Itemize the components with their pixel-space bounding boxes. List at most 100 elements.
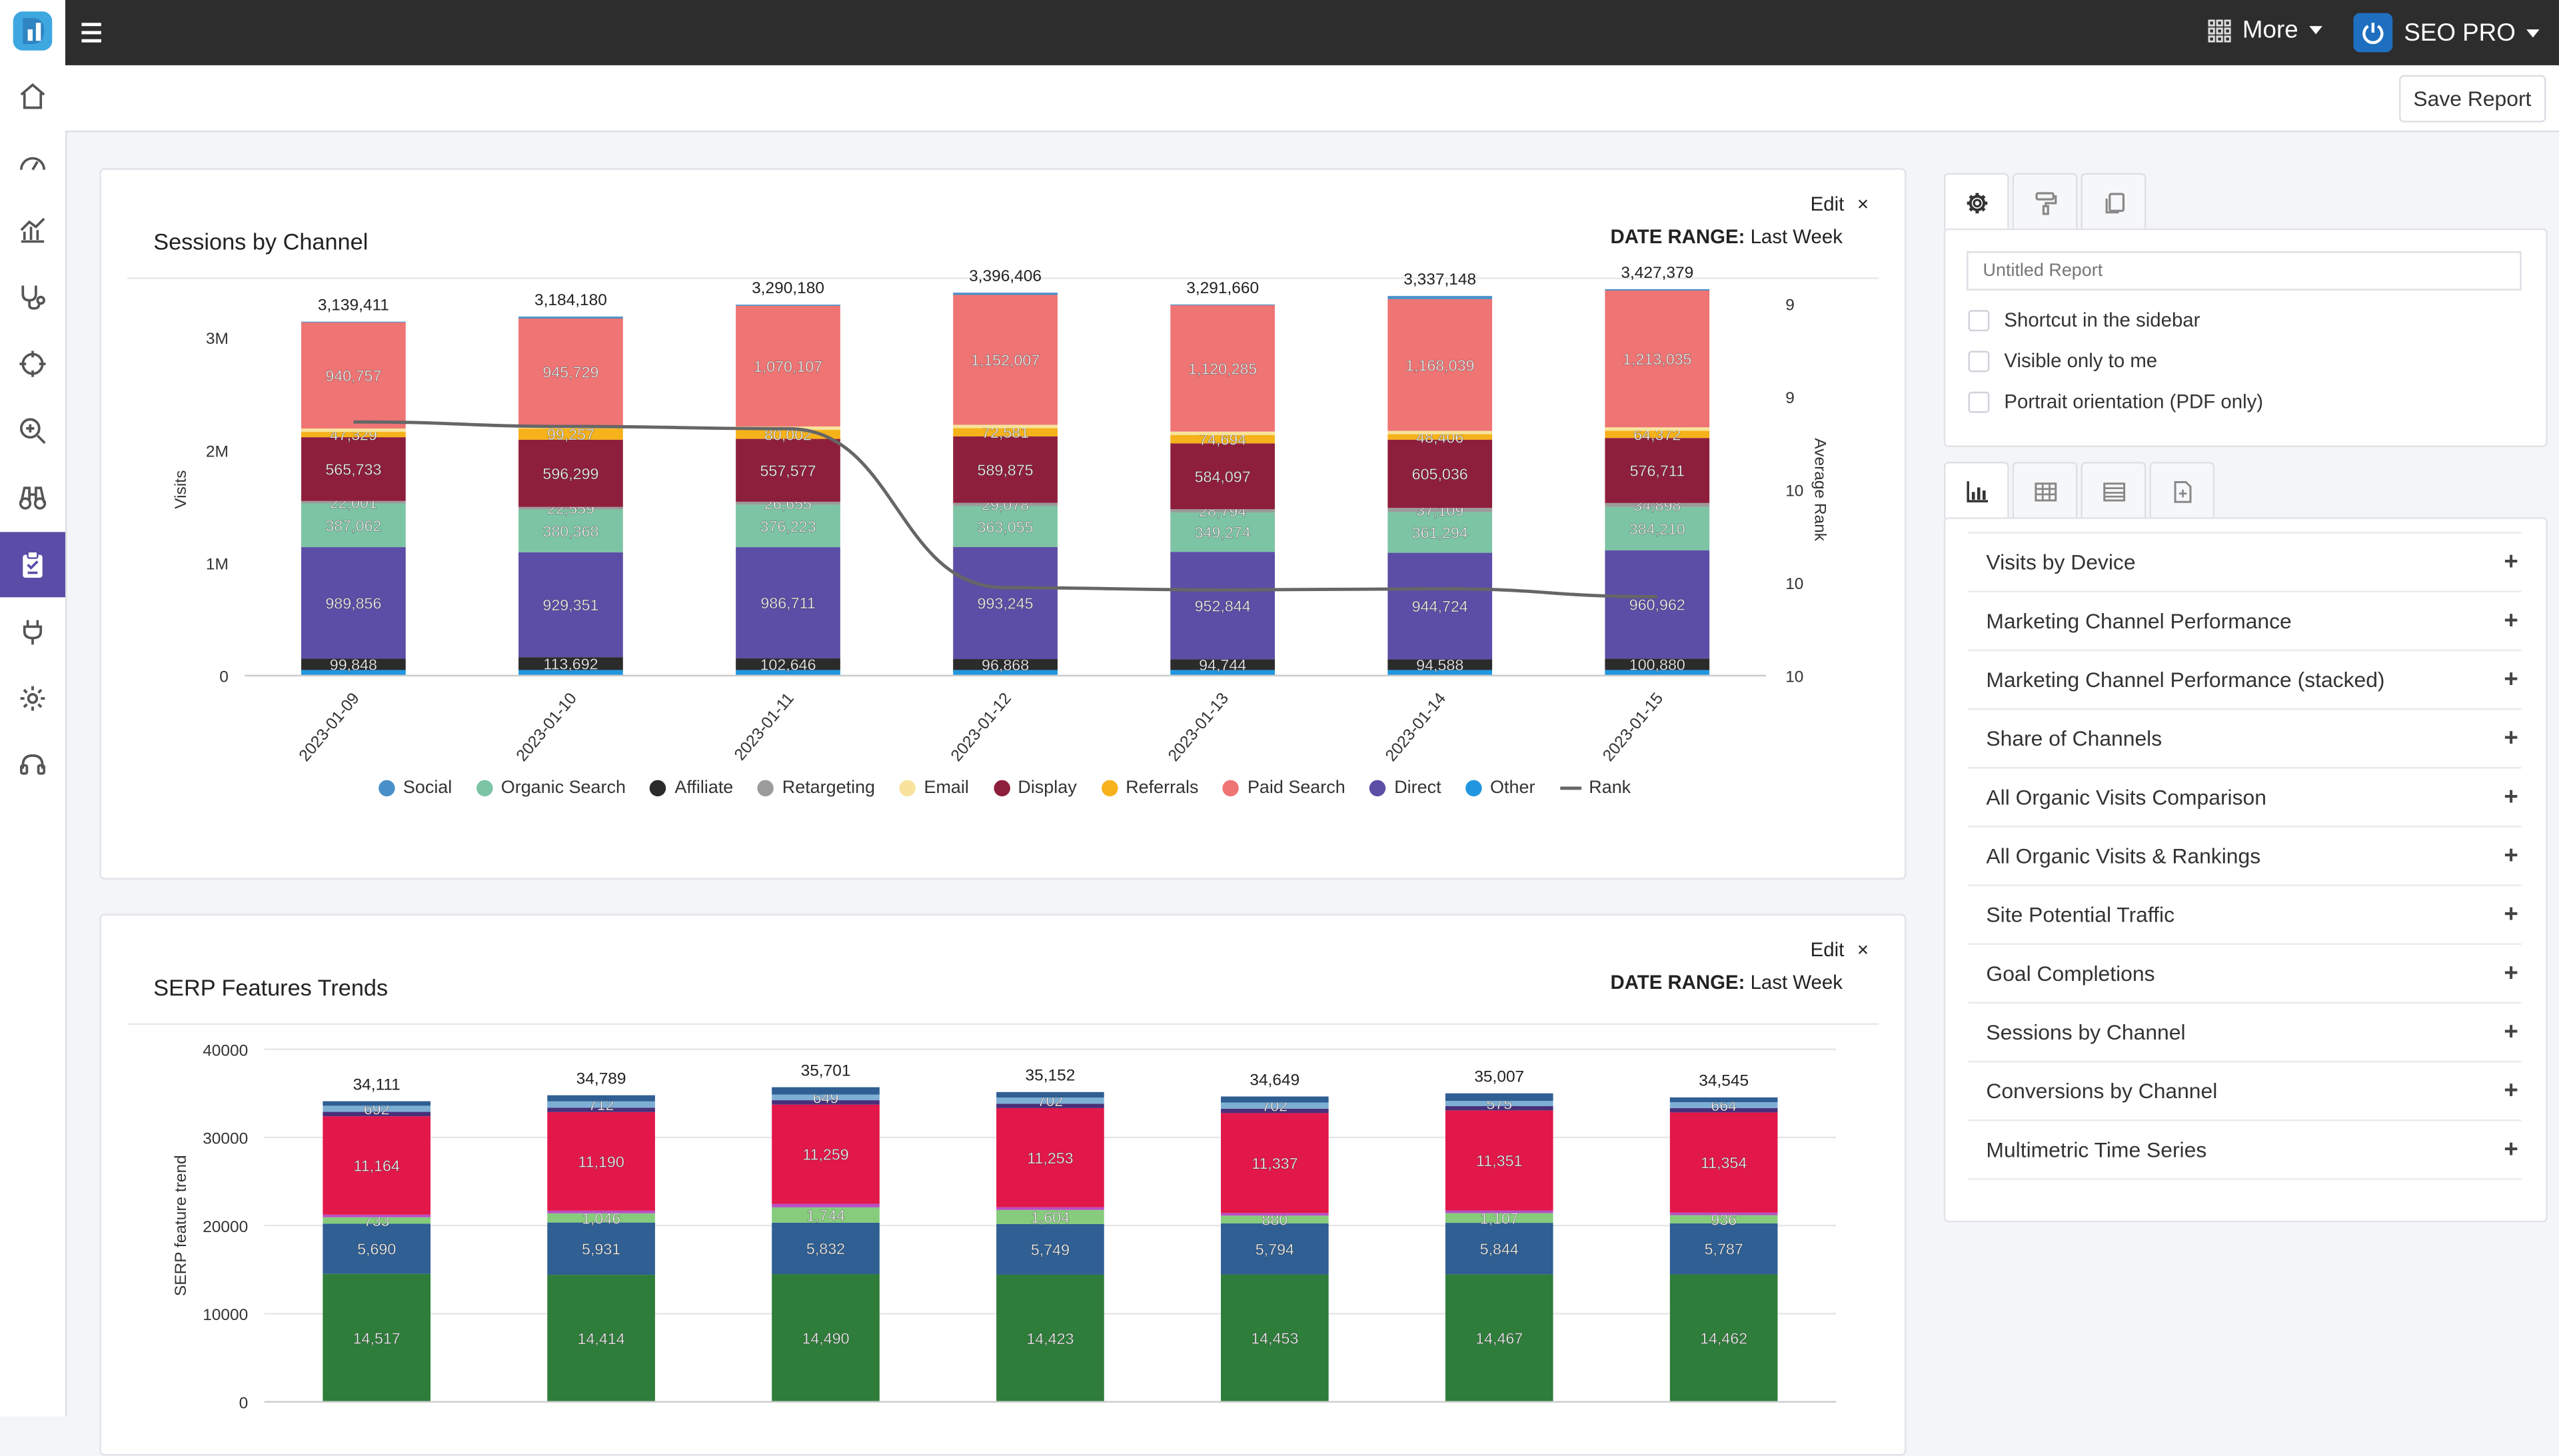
nav-settings[interactable]	[0, 666, 65, 731]
nav-analytics[interactable]	[0, 197, 65, 263]
widget-library-item[interactable]: Marketing Channel Performance (stacked) +	[1968, 651, 2522, 710]
add-widget-icon[interactable]: +	[2504, 842, 2518, 870]
add-widget-icon[interactable]: +	[2504, 548, 2518, 576]
bar-segment	[301, 432, 406, 438]
menu-toggle-icon[interactable]	[81, 19, 101, 45]
option-portrait[interactable]: Portrait orientation (PDF only)	[1968, 390, 2263, 413]
widget-library-item[interactable]: Multimetric Time Series +	[1968, 1121, 2522, 1180]
legend-item[interactable]: Social	[379, 778, 452, 798]
option-shortcut[interactable]: Shortcut in the sidebar	[1968, 309, 2200, 331]
add-widget-icon[interactable]: +	[2504, 724, 2518, 752]
data-label: 349,274	[1195, 524, 1251, 541]
total-label: 35,152	[1026, 1067, 1076, 1085]
bar-segment	[1605, 658, 1710, 670]
bar-segment	[547, 1107, 655, 1112]
widget-edit-controls: Edit ×	[1811, 193, 1869, 215]
tab-copy[interactable]	[2081, 173, 2146, 231]
legend-item[interactable]: Retargeting	[758, 778, 875, 798]
widget-library-item[interactable]: Marketing Channel Performance +	[1968, 592, 2522, 652]
nav-reports[interactable]	[0, 532, 65, 598]
legend-item[interactable]: Direct	[1369, 778, 1441, 798]
bar-segment	[1387, 299, 1493, 431]
data-label: 14,423	[1026, 1330, 1074, 1347]
nav-research[interactable]	[0, 398, 65, 464]
legend-swatch	[1559, 786, 1581, 790]
widget-library-item[interactable]: Share of Channels +	[1968, 710, 2522, 769]
legend-item[interactable]: Paid Search	[1223, 778, 1345, 798]
bar-segment	[547, 1210, 655, 1213]
legend-item[interactable]: Rank	[1559, 778, 1631, 798]
legend-swatch	[899, 780, 916, 797]
more-menu[interactable]: More	[2208, 16, 2323, 44]
bar-segment	[301, 500, 406, 504]
save-report-button[interactable]: Save Report	[2398, 75, 2546, 123]
widget-library-item[interactable]: Site Potential Traffic +	[1968, 886, 2522, 945]
tab-documents[interactable]	[2149, 462, 2215, 519]
y-axis-label: Visits	[172, 470, 190, 509]
nav-support[interactable]	[0, 733, 65, 798]
legend-label: Organic Search	[500, 778, 626, 798]
chevron-down-icon	[2309, 26, 2323, 35]
report-title-input[interactable]	[1967, 251, 2522, 291]
bar-segment	[1445, 1210, 1553, 1213]
widget-library-item[interactable]: Conversions by Channel +	[1968, 1062, 2522, 1121]
add-widget-icon[interactable]: +	[2504, 900, 2518, 929]
tab-charts[interactable]	[1943, 462, 2009, 519]
tab-lists[interactable]	[2081, 462, 2146, 519]
nav-tracking[interactable]	[0, 331, 65, 396]
close-icon[interactable]: ×	[1857, 938, 1869, 962]
legend-swatch	[1223, 780, 1240, 797]
checkbox[interactable]	[1968, 309, 1990, 331]
edit-button[interactable]: Edit	[1810, 938, 1845, 962]
tab-style[interactable]	[2012, 173, 2078, 231]
legend-item[interactable]: Email	[899, 778, 969, 798]
widget-library-item[interactable]: Sessions by Channel +	[1968, 1004, 2522, 1063]
legend-item[interactable]: Other	[1465, 778, 1535, 798]
legend-label: Other	[1490, 778, 1535, 798]
legend-item[interactable]: Affiliate	[650, 778, 733, 798]
edit-button[interactable]: Edit	[1810, 192, 1845, 216]
y2-tick-label: 10	[1785, 575, 1803, 593]
widget-library-item[interactable]: Potential Traffic vs. Max Potential Traf…	[1968, 1180, 2521, 1183]
add-widget-icon[interactable]: +	[2504, 1018, 2518, 1046]
bar-segment	[1605, 670, 1710, 676]
close-icon[interactable]: ×	[1857, 192, 1869, 216]
widget-library-item[interactable]: Goal Completions +	[1968, 945, 2522, 1004]
checkbox[interactable]	[1968, 350, 1990, 372]
bar-segment	[547, 1222, 655, 1275]
legend-item[interactable]: Display	[993, 778, 1077, 798]
legend-item[interactable]: Organic Search	[476, 778, 626, 798]
tab-tables[interactable]	[2012, 462, 2078, 519]
legend-item[interactable]: Referrals	[1101, 778, 1198, 798]
add-widget-icon[interactable]: +	[2504, 1135, 2518, 1164]
nav-dashboard[interactable]	[0, 131, 65, 196]
bar-segment	[1605, 506, 1710, 550]
x-tick-label: 2023-01-14	[1382, 690, 1449, 765]
widget-library-item[interactable]: Visits by Device +	[1968, 534, 2522, 592]
widget-library-item[interactable]: All Organic Visits & Rankings +	[1968, 828, 2522, 886]
nav-audit[interactable]	[0, 265, 65, 330]
add-widget-icon[interactable]: +	[2504, 783, 2518, 812]
add-widget-icon[interactable]: +	[2504, 666, 2518, 694]
option-visible-only-me[interactable]: Visible only to me	[1968, 349, 2157, 372]
nav-integrations[interactable]	[0, 599, 65, 664]
nav-competitors[interactable]	[0, 465, 65, 530]
data-label: 1,744	[806, 1207, 845, 1224]
add-widget-icon[interactable]: +	[2504, 1077, 2518, 1105]
nav-home[interactable]	[0, 64, 65, 129]
bar-segment	[772, 1203, 880, 1207]
widget-library-item-label: Sessions by Channel	[1986, 1020, 2186, 1045]
logo-icon[interactable]	[13, 11, 53, 51]
total-label: 35,701	[801, 1062, 851, 1080]
add-widget-icon[interactable]: +	[2504, 607, 2518, 635]
widget-library-item[interactable]: All Organic Visits Comparison +	[1968, 768, 2522, 828]
checkbox[interactable]	[1968, 390, 1990, 412]
table-icon	[2034, 482, 2057, 501]
bar-segment	[1669, 1223, 1778, 1275]
legend-label: Retargeting	[782, 778, 876, 798]
data-label: 14,517	[353, 1329, 401, 1347]
bar-segment	[1387, 296, 1493, 299]
account-menu[interactable]: SEO PRO	[2353, 13, 2540, 53]
tab-settings[interactable]	[1943, 173, 2009, 231]
add-widget-icon[interactable]: +	[2504, 960, 2518, 988]
